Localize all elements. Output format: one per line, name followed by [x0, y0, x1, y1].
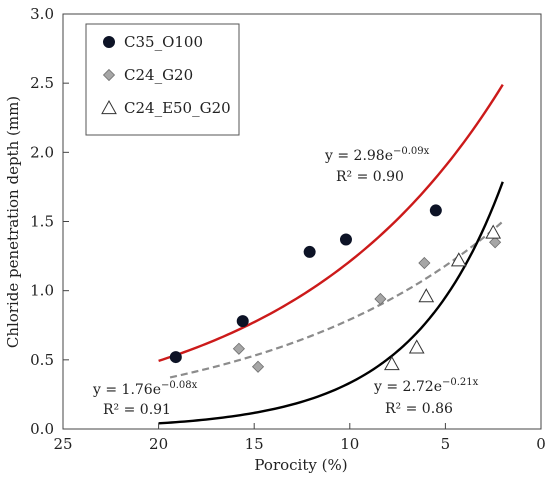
- y-tick-label: 0.5: [30, 351, 54, 369]
- legend-label: C24_E50_G20: [124, 99, 231, 117]
- legend-marker: [103, 36, 115, 48]
- trendline-r-squared: R² = 0.90: [336, 169, 404, 185]
- y-tick-label: 2.0: [30, 143, 54, 161]
- data-point-c35-o100: [303, 245, 316, 258]
- data-point-c24-g20: [232, 342, 245, 355]
- data-point-c24-e50-g20: [450, 252, 467, 267]
- legend-label: C24_G20: [124, 66, 193, 84]
- data-point-c24-g20: [374, 292, 387, 306]
- y-tick-label: 0.0: [30, 420, 54, 438]
- legend-marker: [102, 68, 116, 82]
- y-tick-label: 1.5: [30, 213, 54, 231]
- data-point-c24-e50-g20: [384, 355, 400, 371]
- data-point-c24-e50-g20: [485, 224, 502, 239]
- legend-marker: [101, 99, 117, 115]
- x-tick-label: 0: [536, 435, 546, 453]
- data-point-c35-o100: [339, 233, 352, 246]
- data-point-c35-o100: [169, 351, 182, 364]
- trendline-r-squared: R² = 0.86: [385, 401, 453, 417]
- x-tick-label: 25: [53, 435, 72, 453]
- x-tick-label: 5: [441, 435, 451, 453]
- trendline-equations: y = 2.98e−0.09x R² = 0.90 y = 1.76e−0.08x R…: [92, 146, 479, 418]
- data-point-c35-o100: [236, 315, 249, 328]
- axis-ticks: 25 20 15 10 5 0 0.0 0.5 1.0 1.5 2.0 2.5 3.0: [30, 5, 546, 453]
- data-point-c35-o100: [429, 204, 442, 217]
- data-point-c24-e50-g20: [418, 288, 435, 303]
- x-axis-title: Porocity (%): [254, 456, 347, 474]
- legend-label: C35_O100: [124, 33, 203, 51]
- trendline-equation: y = 1.76e−0.08x: [92, 380, 198, 398]
- trendline-c24-e50-g20: [158, 181, 504, 425]
- trendlines: [158, 84, 504, 425]
- x-tick-label: 10: [340, 435, 359, 453]
- y-tick-label: 3.0: [30, 5, 54, 23]
- trendline-r-squared: R² = 0.91: [103, 402, 171, 418]
- data-point-c24-g20: [251, 360, 265, 373]
- y-axis-title: Chloride penetration depth (mm): [4, 96, 22, 348]
- data-point-c24-g20: [418, 256, 431, 270]
- y-tick-label: 1.0: [30, 282, 54, 300]
- legend: C35_O100 C24_G20 C24_E50_G20: [85, 23, 240, 136]
- trendline-equation: y = 2.98e−0.09x: [324, 146, 430, 164]
- x-tick-label: 20: [149, 435, 168, 453]
- data-point-c24-g20: [489, 236, 502, 249]
- trendline-equation: y = 2.72e−0.21x: [373, 377, 479, 395]
- trendline-c35-o100: [158, 84, 504, 363]
- x-tick-label: 15: [245, 435, 264, 453]
- y-tick-label: 2.5: [30, 74, 54, 92]
- data-points: [169, 204, 502, 373]
- data-point-c24-e50-g20: [408, 339, 425, 354]
- trendline-c24-g20: [169, 220, 504, 379]
